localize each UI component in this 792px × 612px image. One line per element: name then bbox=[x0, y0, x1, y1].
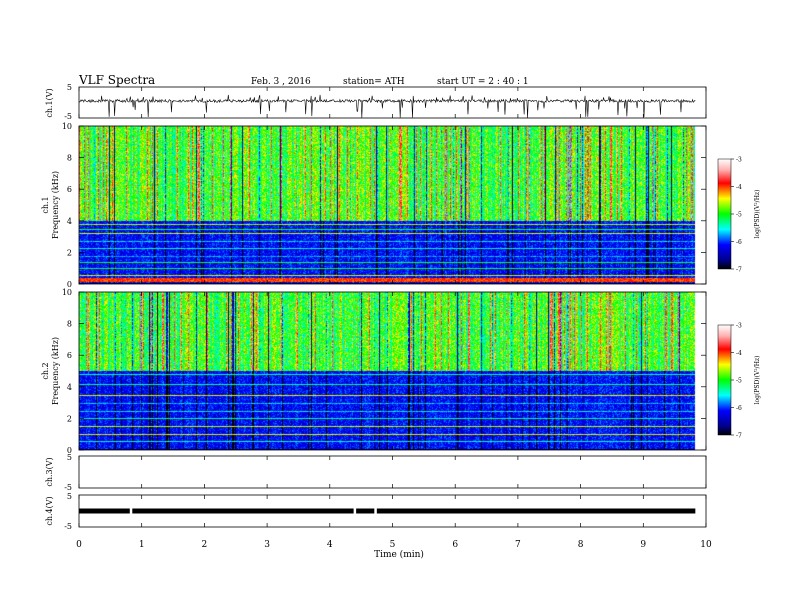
ch1-frequency-tick-label: 6 bbox=[67, 185, 72, 194]
time-axis-label: Time (min) bbox=[374, 549, 424, 560]
time-axis: 0 1 2 3 4 5 6 7 8 9 10 bbox=[76, 87, 712, 550]
ch1-voltage-trace bbox=[78, 94, 696, 119]
ch2-frequency-tick-label: 6 bbox=[67, 351, 72, 360]
ch1-frequency-tick-label: 4 bbox=[67, 217, 72, 226]
time-tick-label: 0 bbox=[76, 540, 82, 550]
time-tick-label: 1 bbox=[139, 540, 145, 550]
ch3-voltage-ytick-top: 5 bbox=[67, 453, 72, 462]
time-tick-label: 9 bbox=[640, 540, 646, 550]
time-tick-label: 6 bbox=[452, 540, 458, 550]
ch1-frequency-tick-label: 8 bbox=[67, 154, 72, 163]
ch1-voltage-panel: 5 -5 ch.1(V) bbox=[45, 83, 707, 121]
ch3-voltage-ytick-bottom: -5 bbox=[64, 483, 72, 492]
time-tick-label: 3 bbox=[264, 540, 270, 550]
ch1-colorbar-tick-label: -7 bbox=[736, 267, 742, 274]
ch2-frequency-tick-label: 0 bbox=[67, 446, 72, 455]
time-tick-label: 7 bbox=[515, 540, 521, 550]
ch2-colorbar-tick-label: -7 bbox=[736, 433, 742, 440]
ch1-colorbar: -3 -4 -5 -6 -7 log(PSD)(V²/Hz) bbox=[717, 157, 761, 274]
ch1-frequency-tick-label: 0 bbox=[67, 280, 72, 289]
ch2-spectrogram-ylabel-channel: ch.2 bbox=[41, 362, 50, 379]
ch4-voltage-panel: 5 -5 ch.4(V) bbox=[45, 492, 707, 531]
ch1-colorbar-tick-label: -6 bbox=[736, 239, 742, 246]
ch2-colorbar-tick-label: -4 bbox=[736, 350, 742, 357]
ch2-spectrogram-ylabel: Frequency (kHz) bbox=[51, 337, 60, 405]
ch2-spectrogram-image bbox=[79, 292, 706, 450]
figure-title: VLF Spectra bbox=[78, 73, 155, 87]
ch1-voltage-ytick-bottom: -5 bbox=[64, 112, 72, 121]
ch1-spectrogram-ylabel-channel: ch.1 bbox=[41, 196, 50, 213]
ch1-voltage-ylabel: ch.1(V) bbox=[45, 88, 54, 117]
ch1-voltage-ytick-top: 5 bbox=[67, 83, 72, 92]
ch1-spectrogram-ylabel: Frequency (kHz) bbox=[51, 171, 60, 239]
ch2-frequency-tick-label: 4 bbox=[67, 383, 72, 392]
ch4-voltage-ylabel: ch.4(V) bbox=[45, 496, 54, 525]
ch4-trace-segment bbox=[79, 508, 130, 514]
ch2-frequency-tick-label: 10 bbox=[62, 288, 72, 297]
station-label: station= ATH bbox=[343, 77, 405, 87]
time-tick-label: 2 bbox=[202, 540, 208, 550]
ch4-voltage-trace bbox=[79, 508, 696, 514]
ch4-trace-segment bbox=[376, 508, 696, 514]
ch1-colorbar-tick-label: -4 bbox=[736, 184, 742, 191]
ch4-trace-segment bbox=[356, 508, 375, 514]
time-tick-label: 4 bbox=[327, 540, 333, 550]
start-time-label: start UT = 2 : 40 : 1 bbox=[437, 77, 529, 87]
ch1-spectrogram-panel: 0 2 4 6 8 10 ch.1 Frequency (kHz) bbox=[41, 122, 707, 289]
ch4-voltage-ytick-top: 5 bbox=[67, 492, 72, 501]
ch4-voltage-ytick-bottom: -5 bbox=[64, 522, 72, 531]
date-label: Feb. 3 , 2016 bbox=[251, 77, 311, 87]
ch1-frequency-tick-label: 2 bbox=[67, 248, 72, 257]
ch2-colorbar-tick-label: -6 bbox=[736, 405, 742, 412]
ch3-voltage-panel: 5 -5 ch.3(V) bbox=[45, 453, 707, 492]
ch2-colorbar-label: log(PSD)(V²/Hz) bbox=[754, 356, 761, 405]
time-tick-label: 8 bbox=[578, 540, 584, 550]
ch2-spectrogram-panel: 0 2 4 6 8 10 ch.2 Frequency (kHz) bbox=[41, 288, 707, 455]
ch2-frequency-tick-label: 8 bbox=[67, 320, 72, 329]
ch2-colorbar-tick-label: -5 bbox=[736, 378, 742, 385]
ch1-colorbar-tick-label: -3 bbox=[736, 157, 742, 164]
ch2-colorbar: -3 -4 -5 -6 -7 log(PSD)(V²/Hz) bbox=[717, 323, 761, 440]
ch3-voltage-ylabel: ch.3(V) bbox=[45, 457, 54, 486]
ch1-colorbar-tick-label: -5 bbox=[736, 212, 742, 219]
ch4-trace-segment bbox=[132, 508, 354, 514]
ch1-colorbar-label: log(PSD)(V²/Hz) bbox=[754, 190, 761, 239]
ch1-frequency-tick-label: 10 bbox=[62, 122, 72, 131]
ch2-colorbar-tick-label: -3 bbox=[736, 323, 742, 330]
time-tick-label: 5 bbox=[390, 540, 396, 550]
time-tick-label: 10 bbox=[700, 540, 712, 550]
ch2-frequency-tick-label: 2 bbox=[67, 414, 72, 423]
ch1-spectrogram-image bbox=[79, 126, 706, 284]
